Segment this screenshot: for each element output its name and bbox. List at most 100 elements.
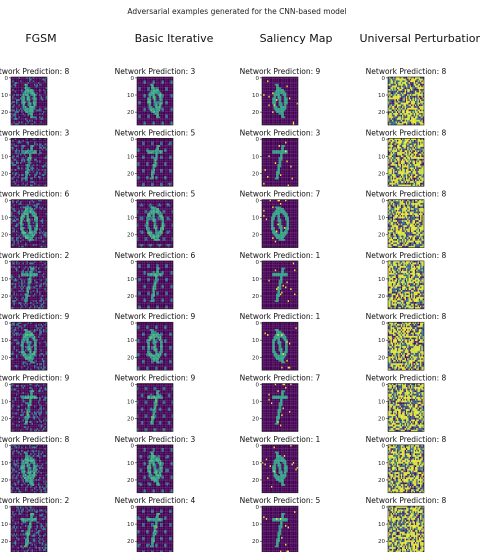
subplot-frame	[261, 321, 299, 371]
y-tick-label: 0	[131, 321, 135, 327]
subplot-r3-c3: Network Prediction: 70 10 20	[240, 190, 321, 248]
subplot-frame	[10, 321, 48, 371]
subplot-frame	[261, 444, 299, 494]
y-tick-label: 0	[5, 76, 9, 82]
prediction-label: Network Prediction: 8	[366, 67, 447, 76]
subplot-r5-c1: Network Prediction: 90 10 20	[0, 312, 70, 371]
y-tick-label: 20	[378, 539, 385, 545]
adversarial-image	[262, 77, 299, 126]
y-tick-label: 20	[378, 110, 385, 116]
figure-title: Adversarial examples generated for the C…	[127, 7, 346, 16]
subplot-frame	[136, 505, 174, 552]
y-tick-label: 20	[1, 478, 8, 484]
y-tick-label: 20	[1, 355, 8, 361]
y-tick-label: 10	[127, 461, 134, 467]
y-tick-label: 0	[382, 505, 386, 511]
y-tick-label: 20	[127, 233, 134, 239]
y-tick-label: 0	[5, 505, 9, 511]
prediction-label: Network Prediction: 1	[240, 251, 321, 260]
prediction-label: Network Prediction: 3	[115, 67, 196, 76]
subplot-r1-c3: Network Prediction: 90 10 20	[240, 67, 321, 126]
y-tick-label: 0	[131, 260, 135, 266]
subplot-r6-c1: Network Prediction: 90 10 20	[0, 374, 70, 432]
adversarial-image	[262, 322, 299, 371]
prediction-label: Network Prediction: 1	[240, 435, 321, 444]
y-tick-label: 0	[256, 321, 260, 327]
y-tick-label: 0	[256, 137, 260, 143]
y-tick-label: 0	[131, 382, 135, 388]
y-tick-label: 20	[1, 233, 8, 239]
y-tick-label: 0	[5, 260, 9, 266]
adversarial-image	[137, 506, 174, 552]
y-tick-label: 10	[378, 522, 385, 528]
y-tick-label: 10	[1, 461, 8, 467]
adversarial-image	[262, 383, 299, 432]
y-tick-label: 10	[127, 522, 134, 528]
y-tick-label: 20	[378, 171, 385, 177]
y-tick-label: 20	[378, 478, 385, 484]
subplot-frame	[261, 260, 299, 310]
y-tick-label: 10	[252, 93, 259, 99]
adversarial-image	[388, 444, 425, 493]
y-tick-label: 10	[378, 277, 385, 283]
prediction-label: Network Prediction: 7	[240, 190, 321, 199]
y-tick-label: 10	[378, 400, 385, 406]
prediction-label: Network Prediction: 9	[115, 374, 196, 383]
y-tick-label: 0	[256, 444, 260, 450]
subplot-r7-c2: Network Prediction: 30 10 20	[115, 435, 196, 494]
subplot-frame	[136, 138, 174, 187]
subplot-r8-c2: Network Prediction: 401020020	[115, 496, 196, 552]
y-tick-label: 10	[252, 522, 259, 528]
y-tick-label: 0	[131, 444, 135, 450]
adversarial-image	[388, 383, 425, 432]
subplot-r2-c4: Network Prediction: 80 10 20	[366, 128, 447, 187]
adversarial-image	[388, 260, 425, 309]
adversarial-image	[137, 444, 174, 493]
y-tick-label: 20	[127, 110, 134, 116]
y-tick-label: 0	[131, 198, 135, 204]
y-tick-label: 10	[1, 216, 8, 222]
y-tick-label: 20	[252, 539, 259, 545]
adversarial-image	[262, 260, 299, 309]
prediction-label: Network Prediction: 8	[366, 312, 447, 321]
subplot-frame	[10, 444, 48, 494]
subplot-frame	[136, 76, 174, 126]
y-tick-label: 20	[252, 171, 259, 177]
adversarial-image	[11, 260, 48, 309]
subplot-frame	[261, 199, 299, 248]
y-tick-label: 10	[1, 522, 8, 528]
y-tick-label: 10	[1, 338, 8, 344]
subplot-frame	[387, 321, 425, 371]
subplot-r6-c4: Network Prediction: 80 10 20	[366, 374, 447, 432]
y-tick-label: 10	[378, 154, 385, 160]
y-tick-label: 20	[252, 233, 259, 239]
y-tick-label: 20	[127, 417, 134, 423]
subplot-r8-c4: Network Prediction: 801020020	[366, 496, 447, 552]
subplot-r5-c4: Network Prediction: 80 10 20	[366, 312, 447, 371]
y-tick-label: 0	[256, 260, 260, 266]
y-tick-label: 10	[127, 93, 134, 99]
adversarial-image	[11, 444, 48, 493]
adversarial-image	[11, 138, 48, 187]
subplot-r1-c1: Network Prediction: 80 10 20	[0, 67, 70, 126]
y-tick-label: 20	[127, 355, 134, 361]
subplot-frame	[136, 444, 174, 494]
subplot-frame	[136, 321, 174, 371]
prediction-label: Network Prediction: 3	[115, 435, 196, 444]
y-tick-label: 20	[1, 294, 8, 300]
column-header-4: Universal Perturbation	[359, 32, 480, 45]
subplot-frame	[136, 199, 174, 248]
y-tick-label: 10	[252, 338, 259, 344]
subplot-r2-c3: Network Prediction: 30 10 20	[240, 128, 321, 187]
prediction-label: Network Prediction: 2	[0, 251, 70, 260]
y-tick-label: 20	[252, 294, 259, 300]
y-tick-label: 0	[5, 444, 9, 450]
prediction-label: Network Prediction: 1	[240, 312, 321, 321]
subplot-frame	[136, 260, 174, 310]
y-tick-label: 10	[127, 277, 134, 283]
subplot-r4-c1: Network Prediction: 20 10 20	[0, 251, 70, 310]
y-tick-label: 10	[252, 277, 259, 283]
prediction-label: Network Prediction: 9	[240, 67, 321, 76]
adversarial-image	[137, 199, 174, 248]
